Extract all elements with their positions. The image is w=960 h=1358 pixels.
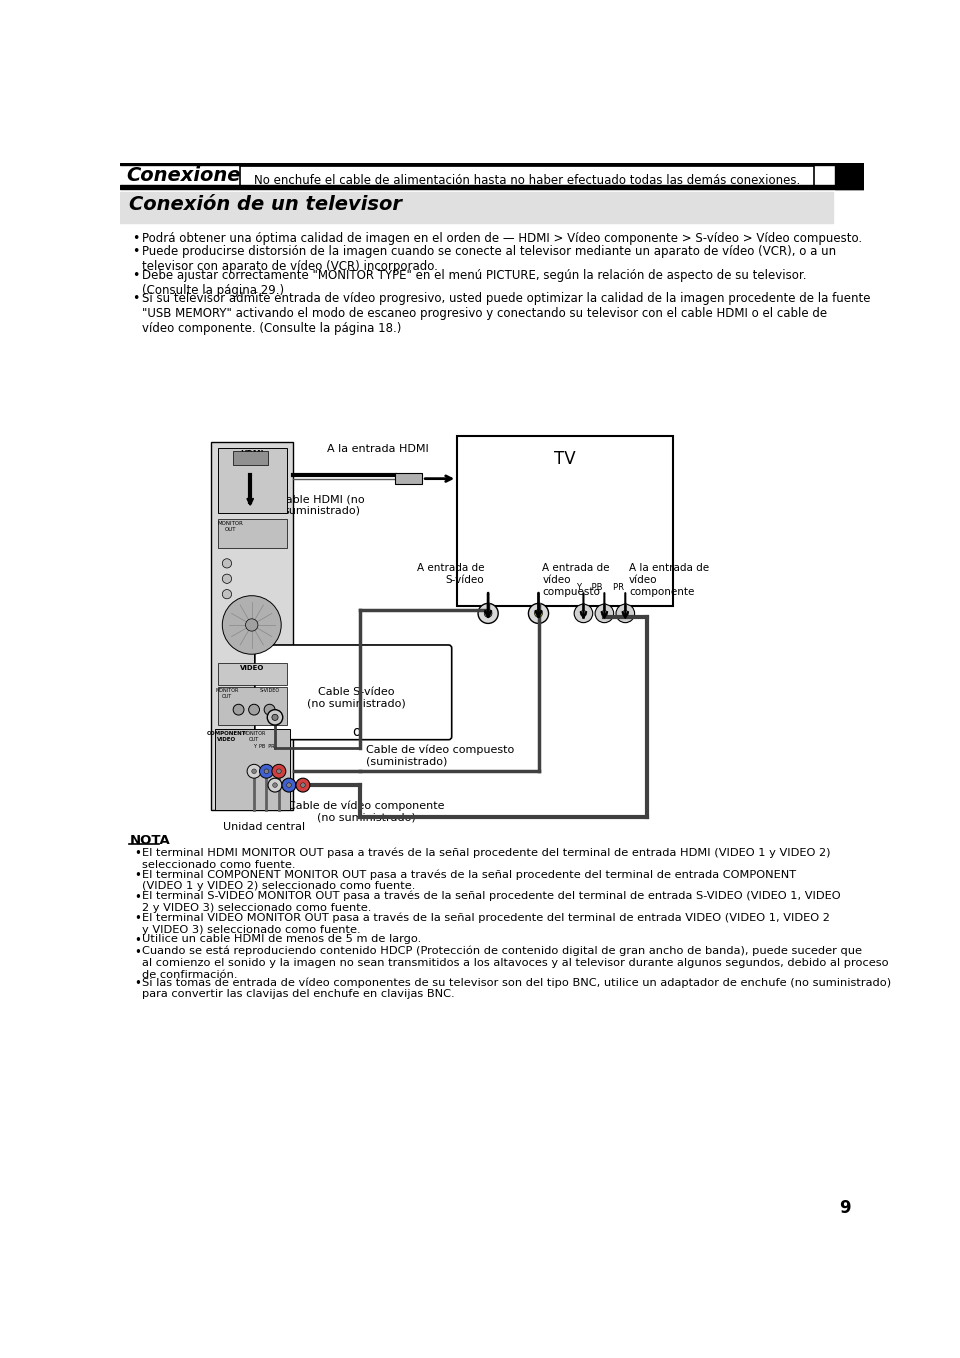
Text: El terminal COMPONENT MONITOR OUT pasa a través de la señal procedente del termi: El terminal COMPONENT MONITOR OUT pasa a… (142, 869, 796, 891)
Bar (457, 436, 673, 606)
Text: •: • (134, 847, 141, 861)
Text: Alinee las
marcas ▲.: Alinee las marcas ▲. (292, 667, 348, 689)
Circle shape (223, 574, 231, 584)
Circle shape (282, 778, 296, 792)
Circle shape (287, 782, 291, 788)
Text: A entrada de
S-vídeo: A entrada de S-vídeo (417, 564, 484, 585)
Text: •: • (132, 232, 139, 246)
Circle shape (574, 604, 592, 623)
Text: Conexiones: Conexiones (126, 166, 252, 185)
Circle shape (247, 765, 261, 778)
Circle shape (581, 610, 587, 617)
Text: Si su televisor admite entrada de vídeo progresivo, usted puede optimizar la cal: Si su televisor admite entrada de vídeo … (142, 292, 870, 335)
Circle shape (223, 558, 231, 568)
Circle shape (223, 596, 281, 655)
Text: VIDEO: VIDEO (240, 665, 264, 671)
Bar (218, 448, 287, 513)
Circle shape (484, 610, 492, 618)
Text: •: • (134, 934, 141, 947)
Text: Y  PB  PR: Y PB PR (253, 744, 275, 750)
Text: 9: 9 (839, 1199, 851, 1217)
Text: El terminal VIDEO MONITOR OUT pasa a través de la señal procedente del terminal : El terminal VIDEO MONITOR OUT pasa a tra… (142, 913, 829, 934)
Bar (233, 451, 268, 464)
Bar (120, 193, 833, 223)
Text: MONITOR
OUT: MONITOR OUT (215, 689, 239, 699)
Text: No enchufe el cable de alimentación hasta no haber efectuado todas las demás con: No enchufe el cable de alimentación hast… (253, 174, 800, 187)
Bar (211, 443, 293, 809)
Circle shape (535, 610, 542, 618)
Text: A entrada de
vídeo
compuesto: A entrada de vídeo compuesto (542, 564, 610, 596)
Text: TV: TV (554, 449, 576, 469)
Bar (120, 185, 864, 189)
Bar (835, 0, 864, 189)
Circle shape (528, 603, 548, 623)
Text: Si las tomas de entrada de vídeo componentes de su televisor son del tipo BNC, u: Si las tomas de entrada de vídeo compone… (142, 978, 891, 999)
Circle shape (259, 765, 274, 778)
Text: A la entrada de
vídeo
componente: A la entrada de vídeo componente (629, 564, 709, 596)
Text: A la entrada HDMI: A la entrada HDMI (326, 444, 428, 454)
Text: Conexión de un televisor: Conexión de un televisor (130, 196, 402, 215)
Text: Utilice un cable HDMI de menos de 5 m de largo.: Utilice un cable HDMI de menos de 5 m de… (142, 934, 420, 944)
Text: •: • (132, 292, 139, 306)
Text: Cuando se está reproduciendo contenido HDCP (Protección de contenido digital de : Cuando se está reproduciendo contenido H… (142, 945, 888, 979)
Text: Unidad central: Unidad central (223, 822, 305, 832)
FancyBboxPatch shape (254, 645, 452, 740)
Circle shape (233, 705, 244, 716)
Text: Y    PB    PR: Y PB PR (577, 583, 625, 592)
Circle shape (264, 769, 269, 774)
Text: El terminal S-VIDEO MONITOR OUT pasa a través de la señal procedente del termina: El terminal S-VIDEO MONITOR OUT pasa a t… (142, 891, 840, 913)
Text: •: • (132, 246, 139, 258)
Text: Cable de vídeo componente
(no suministrado): Cable de vídeo componente (no suministra… (288, 800, 444, 823)
Text: Cable de vídeo compuesto
(suministrado): Cable de vídeo compuesto (suministrado) (367, 744, 515, 766)
Circle shape (249, 705, 259, 716)
Bar (120, 163, 864, 164)
Circle shape (272, 765, 286, 778)
Text: El terminal HDMI MONITOR OUT pasa a través de la señal procedente del terminal d: El terminal HDMI MONITOR OUT pasa a trav… (142, 847, 830, 869)
Bar (240, 166, 814, 187)
Text: •: • (134, 978, 141, 990)
Text: NOTA: NOTA (130, 834, 170, 847)
Text: Cable S-vídeo
(no suministrado): Cable S-vídeo (no suministrado) (307, 687, 406, 708)
Circle shape (223, 589, 231, 599)
Text: MONITOR
OUT: MONITOR OUT (242, 731, 266, 741)
Circle shape (478, 603, 498, 623)
Text: HDMI: HDMI (240, 449, 263, 459)
Text: S-VIDEO: S-VIDEO (259, 689, 279, 693)
Circle shape (252, 769, 256, 774)
Text: Cable HDMI (no
suministrado): Cable HDMI (no suministrado) (278, 494, 365, 516)
Circle shape (264, 705, 275, 716)
Circle shape (276, 769, 281, 774)
Circle shape (300, 782, 305, 788)
Text: Puede producirse distorsión de la imagen cuando se conecte al televisor mediante: Puede producirse distorsión de la imagen… (142, 246, 836, 273)
Bar (396, 474, 422, 483)
Circle shape (622, 610, 629, 617)
Text: •: • (134, 869, 141, 883)
Circle shape (595, 604, 613, 623)
Text: MONITOR
OUT: MONITOR OUT (218, 521, 244, 532)
Text: •: • (132, 269, 139, 282)
Bar (218, 664, 287, 684)
Circle shape (296, 778, 310, 792)
Text: Debe ajustar correctamente "MONITOR TYPE" en el menú PICTURE, según la relación : Debe ajustar correctamente "MONITOR TYPE… (142, 269, 806, 297)
Circle shape (616, 604, 635, 623)
Bar (218, 519, 287, 549)
Text: Español: Español (842, 5, 856, 72)
Text: COMPONENT
VIDEO: COMPONENT VIDEO (207, 731, 247, 741)
Text: •: • (134, 945, 141, 959)
Circle shape (246, 619, 258, 631)
Text: •: • (134, 913, 141, 925)
Circle shape (268, 778, 282, 792)
Text: •: • (134, 891, 141, 904)
Bar (218, 687, 287, 725)
Circle shape (601, 610, 608, 617)
Text: Podrá obtener una óptima calidad de imagen en el orden de — HDMI > Vídeo compone: Podrá obtener una óptima calidad de imag… (142, 232, 862, 246)
Circle shape (267, 710, 283, 725)
Circle shape (273, 782, 277, 788)
Circle shape (272, 714, 278, 721)
Text: o: o (352, 725, 361, 739)
Bar (214, 729, 290, 809)
